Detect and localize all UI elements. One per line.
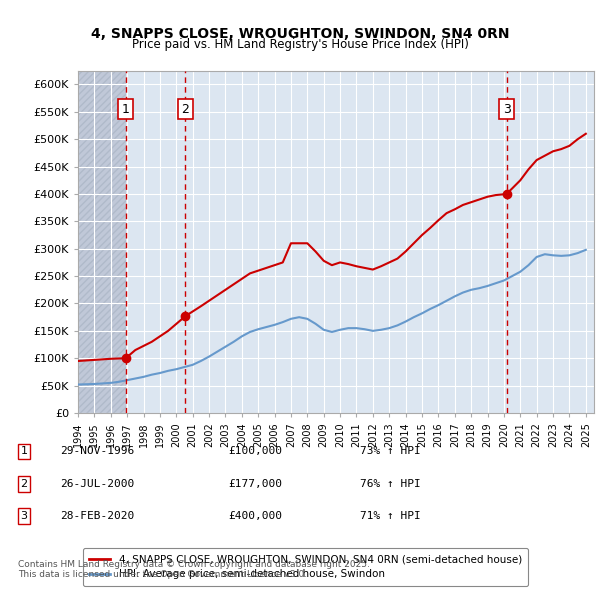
Legend: 4, SNAPPS CLOSE, WROUGHTON, SWINDON, SN4 0RN (semi-detached house), HPI: Average: 4, SNAPPS CLOSE, WROUGHTON, SWINDON, SN4… (83, 548, 528, 586)
Text: 2: 2 (20, 479, 28, 489)
Text: £100,000: £100,000 (228, 447, 282, 456)
Text: 3: 3 (20, 512, 28, 521)
Text: 4, SNAPPS CLOSE, WROUGHTON, SWINDON, SN4 0RN: 4, SNAPPS CLOSE, WROUGHTON, SWINDON, SN4… (91, 27, 509, 41)
Text: 26-JUL-2000: 26-JUL-2000 (60, 479, 134, 489)
Text: 3: 3 (503, 103, 511, 116)
Text: 73% ↑ HPI: 73% ↑ HPI (360, 447, 421, 456)
Text: Contains HM Land Registry data © Crown copyright and database right 2025.
This d: Contains HM Land Registry data © Crown c… (18, 560, 370, 579)
Text: Price paid vs. HM Land Registry's House Price Index (HPI): Price paid vs. HM Land Registry's House … (131, 38, 469, 51)
Text: 29-NOV-1996: 29-NOV-1996 (60, 447, 134, 456)
Text: 71% ↑ HPI: 71% ↑ HPI (360, 512, 421, 521)
Text: 76% ↑ HPI: 76% ↑ HPI (360, 479, 421, 489)
Text: £400,000: £400,000 (228, 512, 282, 521)
Text: 2: 2 (182, 103, 190, 116)
Text: 28-FEB-2020: 28-FEB-2020 (60, 512, 134, 521)
Bar (78, 71, 125, 413)
Text: 1: 1 (122, 103, 130, 116)
Text: 1: 1 (20, 447, 28, 456)
Text: £177,000: £177,000 (228, 479, 282, 489)
